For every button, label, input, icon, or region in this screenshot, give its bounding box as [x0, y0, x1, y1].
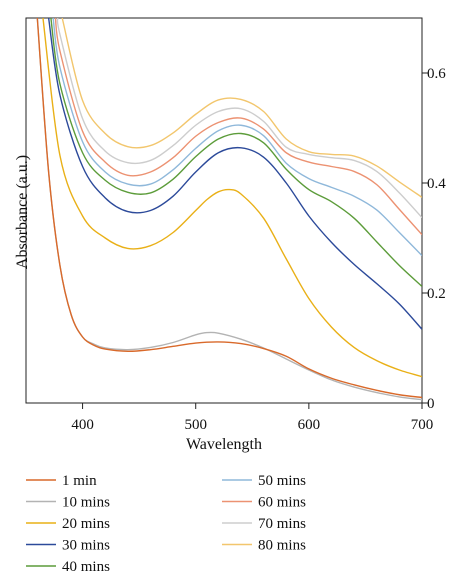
legend-label: 30 mins [62, 538, 110, 554]
series-line [42, 18, 422, 378]
y-axis-ticks: 0 0.2 0.4 0.6 [422, 66, 446, 412]
legend-label: 50 mins [258, 473, 306, 489]
legend: 1 min 10 mins 20 mins 30 mins 40 mins 50 mins… [26, 473, 306, 575]
legend-label: 80 mins [258, 538, 306, 554]
series-line [50, 18, 422, 287]
series-line [52, 18, 422, 257]
series-line [61, 18, 422, 198]
y-tick-label: 0.2 [427, 286, 446, 302]
plot-frame [25, 17, 423, 404]
series-line [47, 18, 422, 330]
series-line [36, 18, 422, 399]
y-tick-label: 0 [427, 396, 435, 412]
series-line [54, 18, 422, 236]
x-tick-label: 700 [411, 417, 434, 433]
legend-label: 1 min [62, 473, 97, 489]
y-tick-label: 0.4 [427, 176, 446, 192]
x-axis-title: Wavelength [186, 436, 262, 453]
x-axis-ticks: 400 500 600 700 [71, 403, 433, 433]
series-line [56, 18, 422, 219]
x-tick-label: 500 [184, 417, 207, 433]
legend-label: 20 mins [62, 516, 110, 532]
legend-label: 40 mins [62, 559, 110, 575]
legend-label: 10 mins [62, 495, 110, 511]
legend-label: 70 mins [258, 516, 306, 532]
x-tick-label: 600 [298, 417, 321, 433]
x-tick-label: 400 [71, 417, 94, 433]
y-tick-label: 0.6 [427, 66, 446, 82]
series-lines [36, 18, 422, 401]
y-axis-title: Absorbance (a.u.) [14, 155, 31, 269]
legend-label: 60 mins [258, 495, 306, 511]
